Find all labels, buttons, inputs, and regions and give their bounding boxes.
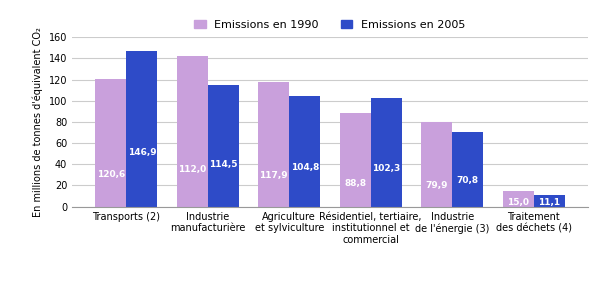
Bar (127, 51, 157, 207)
Text: 146,9: 146,9 (128, 148, 156, 157)
Text: 79,9: 79,9 (425, 181, 448, 190)
Text: 102,3: 102,3 (372, 164, 400, 173)
Bar (452, 132, 483, 207)
Bar (533, 195, 565, 207)
Bar (289, 96, 320, 207)
Bar (259, 82, 289, 207)
Y-axis label: En millions de tonnes d'équivalent CO₂: En millions de tonnes d'équivalent CO₂ (32, 27, 43, 217)
Text: 114,5: 114,5 (209, 160, 238, 169)
Text: 70,8: 70,8 (457, 176, 479, 185)
Text: 117,9: 117,9 (259, 171, 288, 180)
Legend: Emissions en 1990, Emissions en 2005: Emissions en 1990, Emissions en 2005 (194, 20, 466, 30)
Text: 11,1: 11,1 (538, 198, 560, 207)
Text: 120,6: 120,6 (97, 170, 125, 179)
Text: 104,8: 104,8 (290, 163, 319, 172)
Bar (371, 98, 401, 207)
Text: 88,8: 88,8 (344, 179, 367, 188)
Bar (208, 86, 239, 207)
Bar (421, 122, 452, 207)
Bar (95, 79, 127, 207)
Text: 112,0: 112,0 (178, 164, 206, 174)
Bar (177, 56, 208, 207)
Bar (340, 113, 371, 207)
Bar (503, 191, 533, 207)
Text: 15,0: 15,0 (507, 198, 529, 207)
